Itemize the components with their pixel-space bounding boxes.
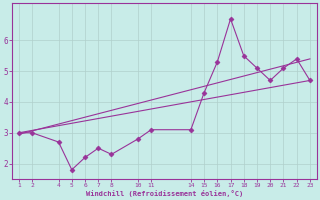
X-axis label: Windchill (Refroidissement éolien,°C): Windchill (Refroidissement éolien,°C)	[86, 190, 243, 197]
